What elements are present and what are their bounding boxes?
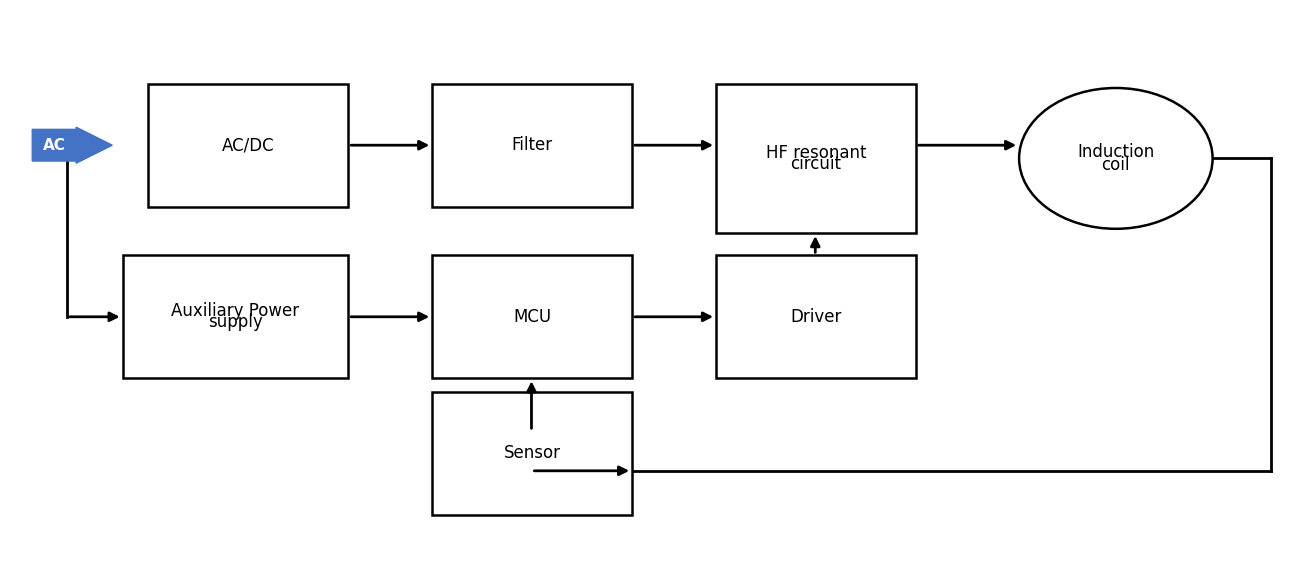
Text: Induction: Induction [1077, 143, 1155, 161]
Text: coil: coil [1102, 156, 1130, 173]
FancyBboxPatch shape [716, 84, 916, 233]
Text: MCU: MCU [513, 308, 551, 326]
Text: supply: supply [208, 313, 263, 331]
Text: HF resonant: HF resonant [766, 144, 866, 162]
FancyBboxPatch shape [432, 84, 632, 207]
Text: Auxiliary Power: Auxiliary Power [172, 302, 299, 320]
Text: Sensor: Sensor [503, 444, 561, 462]
Text: Filter: Filter [512, 136, 552, 154]
Text: circuit: circuit [791, 155, 841, 173]
Text: AC: AC [43, 138, 66, 153]
FancyArrow shape [32, 127, 112, 163]
Text: AC/DC: AC/DC [222, 136, 275, 154]
FancyBboxPatch shape [716, 255, 916, 379]
FancyBboxPatch shape [148, 84, 348, 207]
FancyBboxPatch shape [123, 255, 348, 379]
Ellipse shape [1019, 88, 1213, 229]
FancyBboxPatch shape [432, 392, 632, 515]
Text: Driver: Driver [791, 308, 841, 326]
FancyBboxPatch shape [432, 255, 632, 379]
